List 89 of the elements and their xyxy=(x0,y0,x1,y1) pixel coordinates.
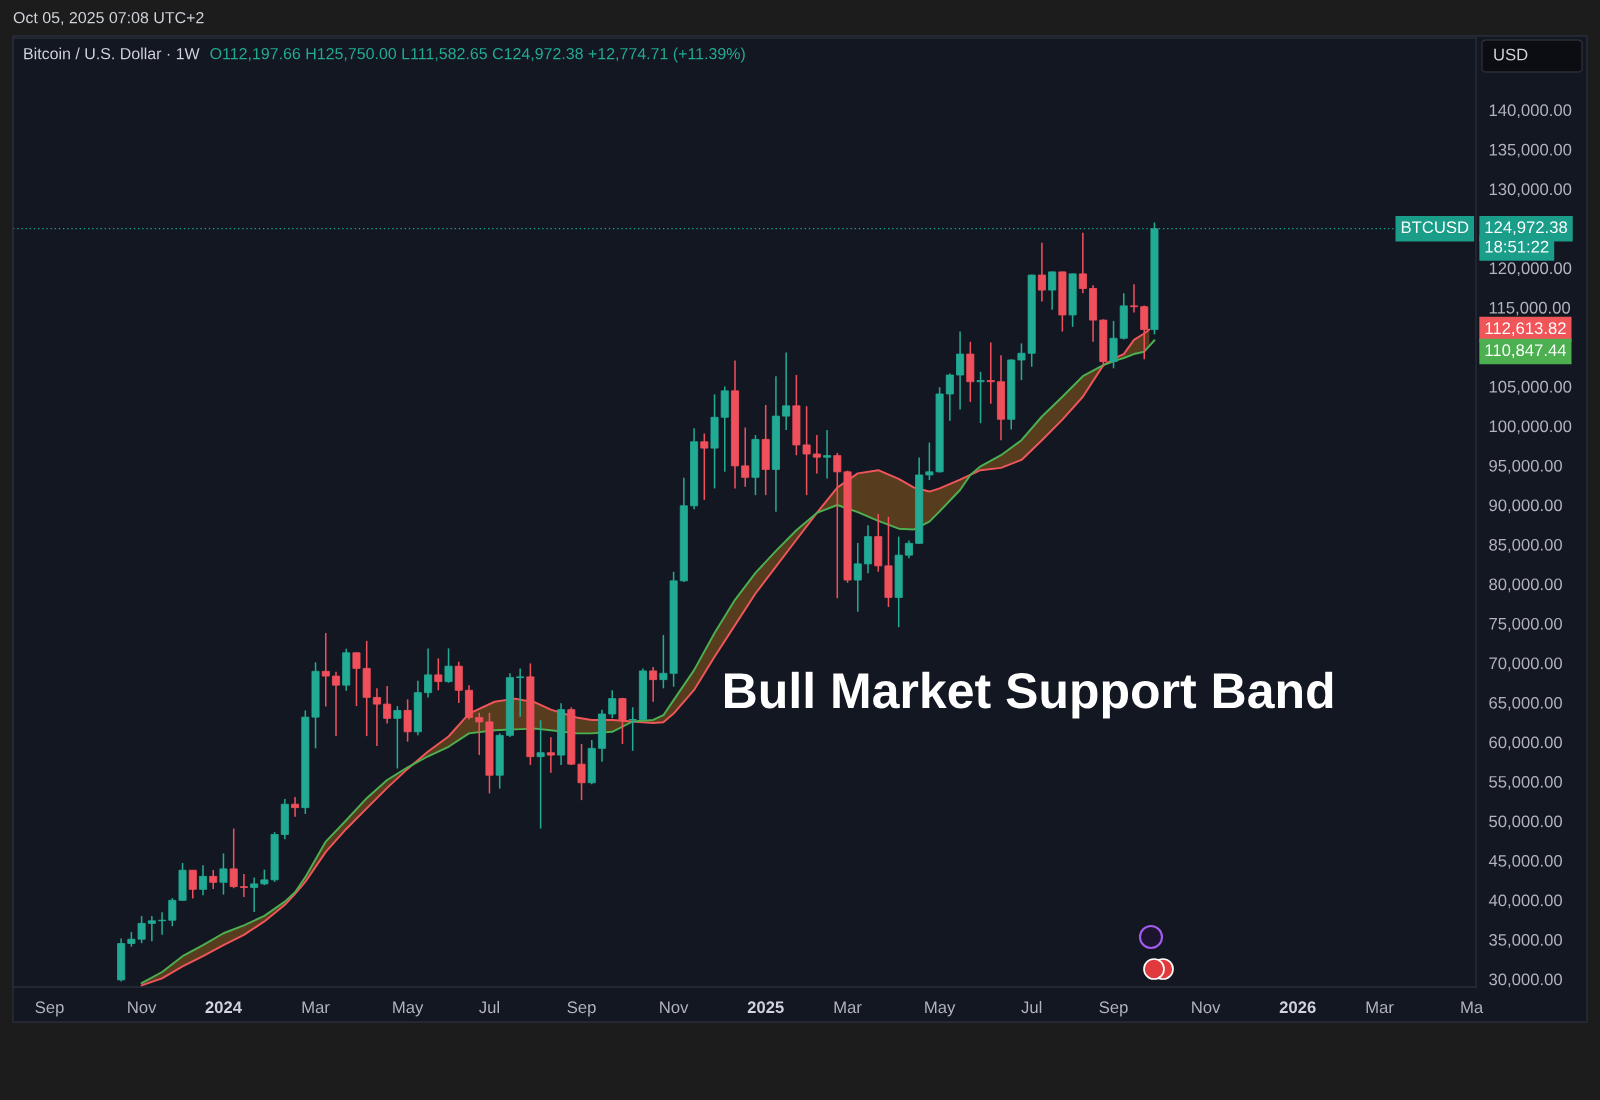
candlestick xyxy=(536,719,545,830)
candlestick xyxy=(1037,241,1046,303)
candlestick xyxy=(986,341,995,405)
candlestick xyxy=(209,869,218,890)
text: Oct 05, 2025 07:08 UTC+2 xyxy=(13,11,204,26)
candlestick xyxy=(741,426,750,488)
y-tick-label: 40,000.00 xyxy=(1488,894,1562,909)
candlestick xyxy=(823,429,832,480)
y-tick-label: 140,000.00 xyxy=(1489,104,1572,119)
text: 110,847.44 xyxy=(1485,344,1567,359)
candlestick xyxy=(250,876,259,913)
x-tick-label: Jul xyxy=(479,1000,499,1014)
x-tick-label: Nov xyxy=(128,1001,157,1014)
candlestick xyxy=(1048,270,1057,311)
chart-title: Bitcoin / U.S. Dollar · 1W xyxy=(24,47,200,60)
y-tick-label: 115,000.00 xyxy=(1489,301,1571,316)
x-tick-label: Mar xyxy=(1366,1001,1394,1014)
x-tick-label: Nov xyxy=(1192,1001,1221,1014)
candlestick xyxy=(434,657,443,692)
candlestick xyxy=(403,698,412,743)
y-tick-label: 105,000.00 xyxy=(1489,380,1572,395)
y-tick-label: 70,000.00 xyxy=(1489,657,1562,672)
x-tick-label: Sep xyxy=(1099,1001,1128,1017)
y-tick-label: 45,000.00 xyxy=(1488,854,1562,869)
candlestick xyxy=(812,434,821,475)
candlestick xyxy=(188,869,197,900)
y-tick-label: 130,000.00 xyxy=(1489,183,1572,198)
x-tick-label: May xyxy=(925,1001,956,1017)
candlestick xyxy=(321,632,330,708)
x-tick-label: Mar xyxy=(302,1001,330,1014)
candlestick xyxy=(1078,232,1087,294)
x-tick-label: Mar xyxy=(834,1001,862,1014)
candlestick xyxy=(1109,320,1118,370)
candlestick xyxy=(956,330,965,411)
text: 112,613.82 xyxy=(1485,322,1566,337)
y-tick-label: 50,000.00 xyxy=(1489,815,1562,830)
y-tick-label: 85,000.00 xyxy=(1489,538,1562,553)
candlestick xyxy=(239,873,248,898)
candlestick xyxy=(608,689,617,720)
text: 18:51:22 xyxy=(1485,240,1549,253)
candlestick xyxy=(1130,283,1138,314)
candlestick xyxy=(976,371,985,424)
x-tick-label: 2025 xyxy=(747,1001,784,1014)
x-tick-label: May xyxy=(393,1001,424,1017)
x-tick-label: Nov xyxy=(660,1001,689,1014)
y-tick-label: 75,000.00 xyxy=(1489,617,1562,632)
candlestick xyxy=(516,667,525,718)
candlestick xyxy=(649,666,658,703)
candlestick xyxy=(700,432,709,501)
candlestick xyxy=(444,647,453,684)
y-tick-label: 80,000.00 xyxy=(1489,578,1562,593)
y-tick-label: 65,000.00 xyxy=(1489,696,1562,711)
text: 124,972.38 xyxy=(1485,221,1568,236)
candlestick xyxy=(475,712,484,756)
candlestick xyxy=(291,796,300,818)
y-tick-label: 135,000.00 xyxy=(1489,143,1572,158)
annotation: Bull Market Support Band xyxy=(725,671,1333,719)
x-tick-label: Sep xyxy=(567,1001,596,1017)
candlestick xyxy=(782,351,791,431)
candlestick xyxy=(219,852,228,896)
candlestick xyxy=(546,736,555,774)
candlestick xyxy=(199,864,207,897)
candlestick xyxy=(147,915,156,942)
x-tick-label: 2026 xyxy=(1279,1001,1316,1014)
candlestick xyxy=(628,706,637,752)
candlestick xyxy=(945,372,954,422)
y-tick-label: 100,000.00 xyxy=(1489,420,1572,435)
candlestick xyxy=(853,542,862,613)
y-tick-label: 120,000.00 xyxy=(1489,262,1572,277)
candlestick xyxy=(372,687,381,747)
candlestick xyxy=(383,685,392,725)
text: O112,197.66 H125,750.00 L111,582.65 C124,972.38 +12,774.71 (+11.39%) xyxy=(210,47,745,63)
candlestick xyxy=(229,827,238,889)
y-tick-label: 55,000.00 xyxy=(1489,775,1562,790)
y-tick-label: 30,000.00 xyxy=(1489,973,1562,988)
x-tick-label: Jul xyxy=(1021,1000,1042,1014)
x-tick-label: Sep xyxy=(35,1001,64,1017)
candlestick xyxy=(393,705,402,770)
candlestick xyxy=(332,670,340,737)
ref-line-label: BTCUSD xyxy=(1401,221,1469,234)
y-tick-label: 95,000.00 xyxy=(1489,459,1562,474)
candlestick xyxy=(424,647,433,699)
candlestick xyxy=(618,697,627,745)
y-axis-title: USD xyxy=(1494,48,1528,61)
x-tick-label: 2024 xyxy=(205,1001,242,1014)
y-tick-label: 35,000.00 xyxy=(1489,933,1562,948)
x-tick-label: Ma xyxy=(1461,1001,1484,1014)
y-tick-label: 90,000.00 xyxy=(1489,499,1562,514)
y-tick-label: 60,000.00 xyxy=(1489,736,1562,751)
